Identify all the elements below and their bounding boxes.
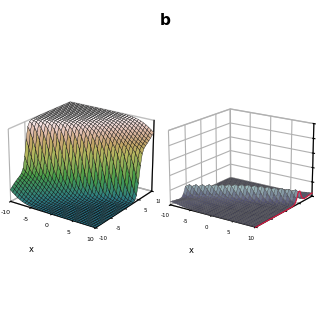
X-axis label: x: x <box>29 245 34 254</box>
X-axis label: x: x <box>189 245 194 255</box>
Text: b: b <box>160 13 171 28</box>
